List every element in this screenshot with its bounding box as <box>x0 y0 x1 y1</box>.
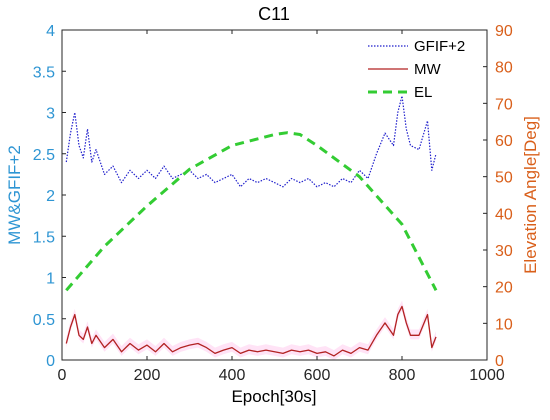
x-tick-label: 0 <box>58 367 67 384</box>
plot-area <box>62 30 487 360</box>
y-left-tick-label: 0 <box>46 353 55 370</box>
y-left-tick-label: 0.5 <box>33 312 55 329</box>
series-layer <box>65 95 438 360</box>
y-right-tick-label: 50 <box>495 170 513 187</box>
y-right-tick-label: 10 <box>495 316 513 333</box>
axes-layer: 0 200 400 600 800 100000.511.522.533.54010203… <box>5 23 540 406</box>
y-left-tick-label: 3 <box>46 106 55 123</box>
series-line-el <box>65 131 438 292</box>
y-right-tick-label: 20 <box>495 280 513 297</box>
series-line-mw <box>65 305 437 357</box>
y-right-tick-label: 90 <box>495 23 513 40</box>
y-left-tick-label: 4 <box>46 23 55 40</box>
x-axis-title: Epoch[30s] <box>231 387 316 406</box>
y-right-axis-title: Elevation Angle[Deg] <box>521 116 540 274</box>
legend: GFIF+2 MW EL <box>368 38 465 101</box>
chart-title: C11 <box>258 4 290 24</box>
y-right-tick-label: 40 <box>495 206 513 223</box>
y-left-tick-label: 3.5 <box>33 64 55 81</box>
x-tick-label: 600 <box>304 367 331 384</box>
y-right-tick-label: 80 <box>495 60 513 77</box>
x-tick-label: 1000 <box>469 367 505 384</box>
y-left-tick-label: 2 <box>46 188 55 205</box>
y-left-axis-title: MW&GFIF+2 <box>5 145 24 245</box>
y-left-tick-label: 2.5 <box>33 147 55 164</box>
y-right-tick-label: 0 <box>495 353 504 370</box>
x-tick-label: 400 <box>219 367 246 384</box>
legend-label-mw: MW <box>414 61 441 78</box>
series-line-gfif-2 <box>65 95 437 188</box>
y-right-tick-label: 30 <box>495 243 513 260</box>
mw-noise-band <box>66 300 437 360</box>
y-right-tick-label: 70 <box>495 96 513 113</box>
legend-label-el: EL <box>414 84 432 101</box>
x-tick-label: 200 <box>134 367 161 384</box>
y-right-tick-label: 60 <box>495 133 513 150</box>
y-left-tick-label: 1 <box>46 271 55 288</box>
x-tick-label: 800 <box>389 367 416 384</box>
legend-label-gfif-2: GFIF+2 <box>414 38 465 55</box>
y-left-tick-label: 1.5 <box>33 229 55 246</box>
